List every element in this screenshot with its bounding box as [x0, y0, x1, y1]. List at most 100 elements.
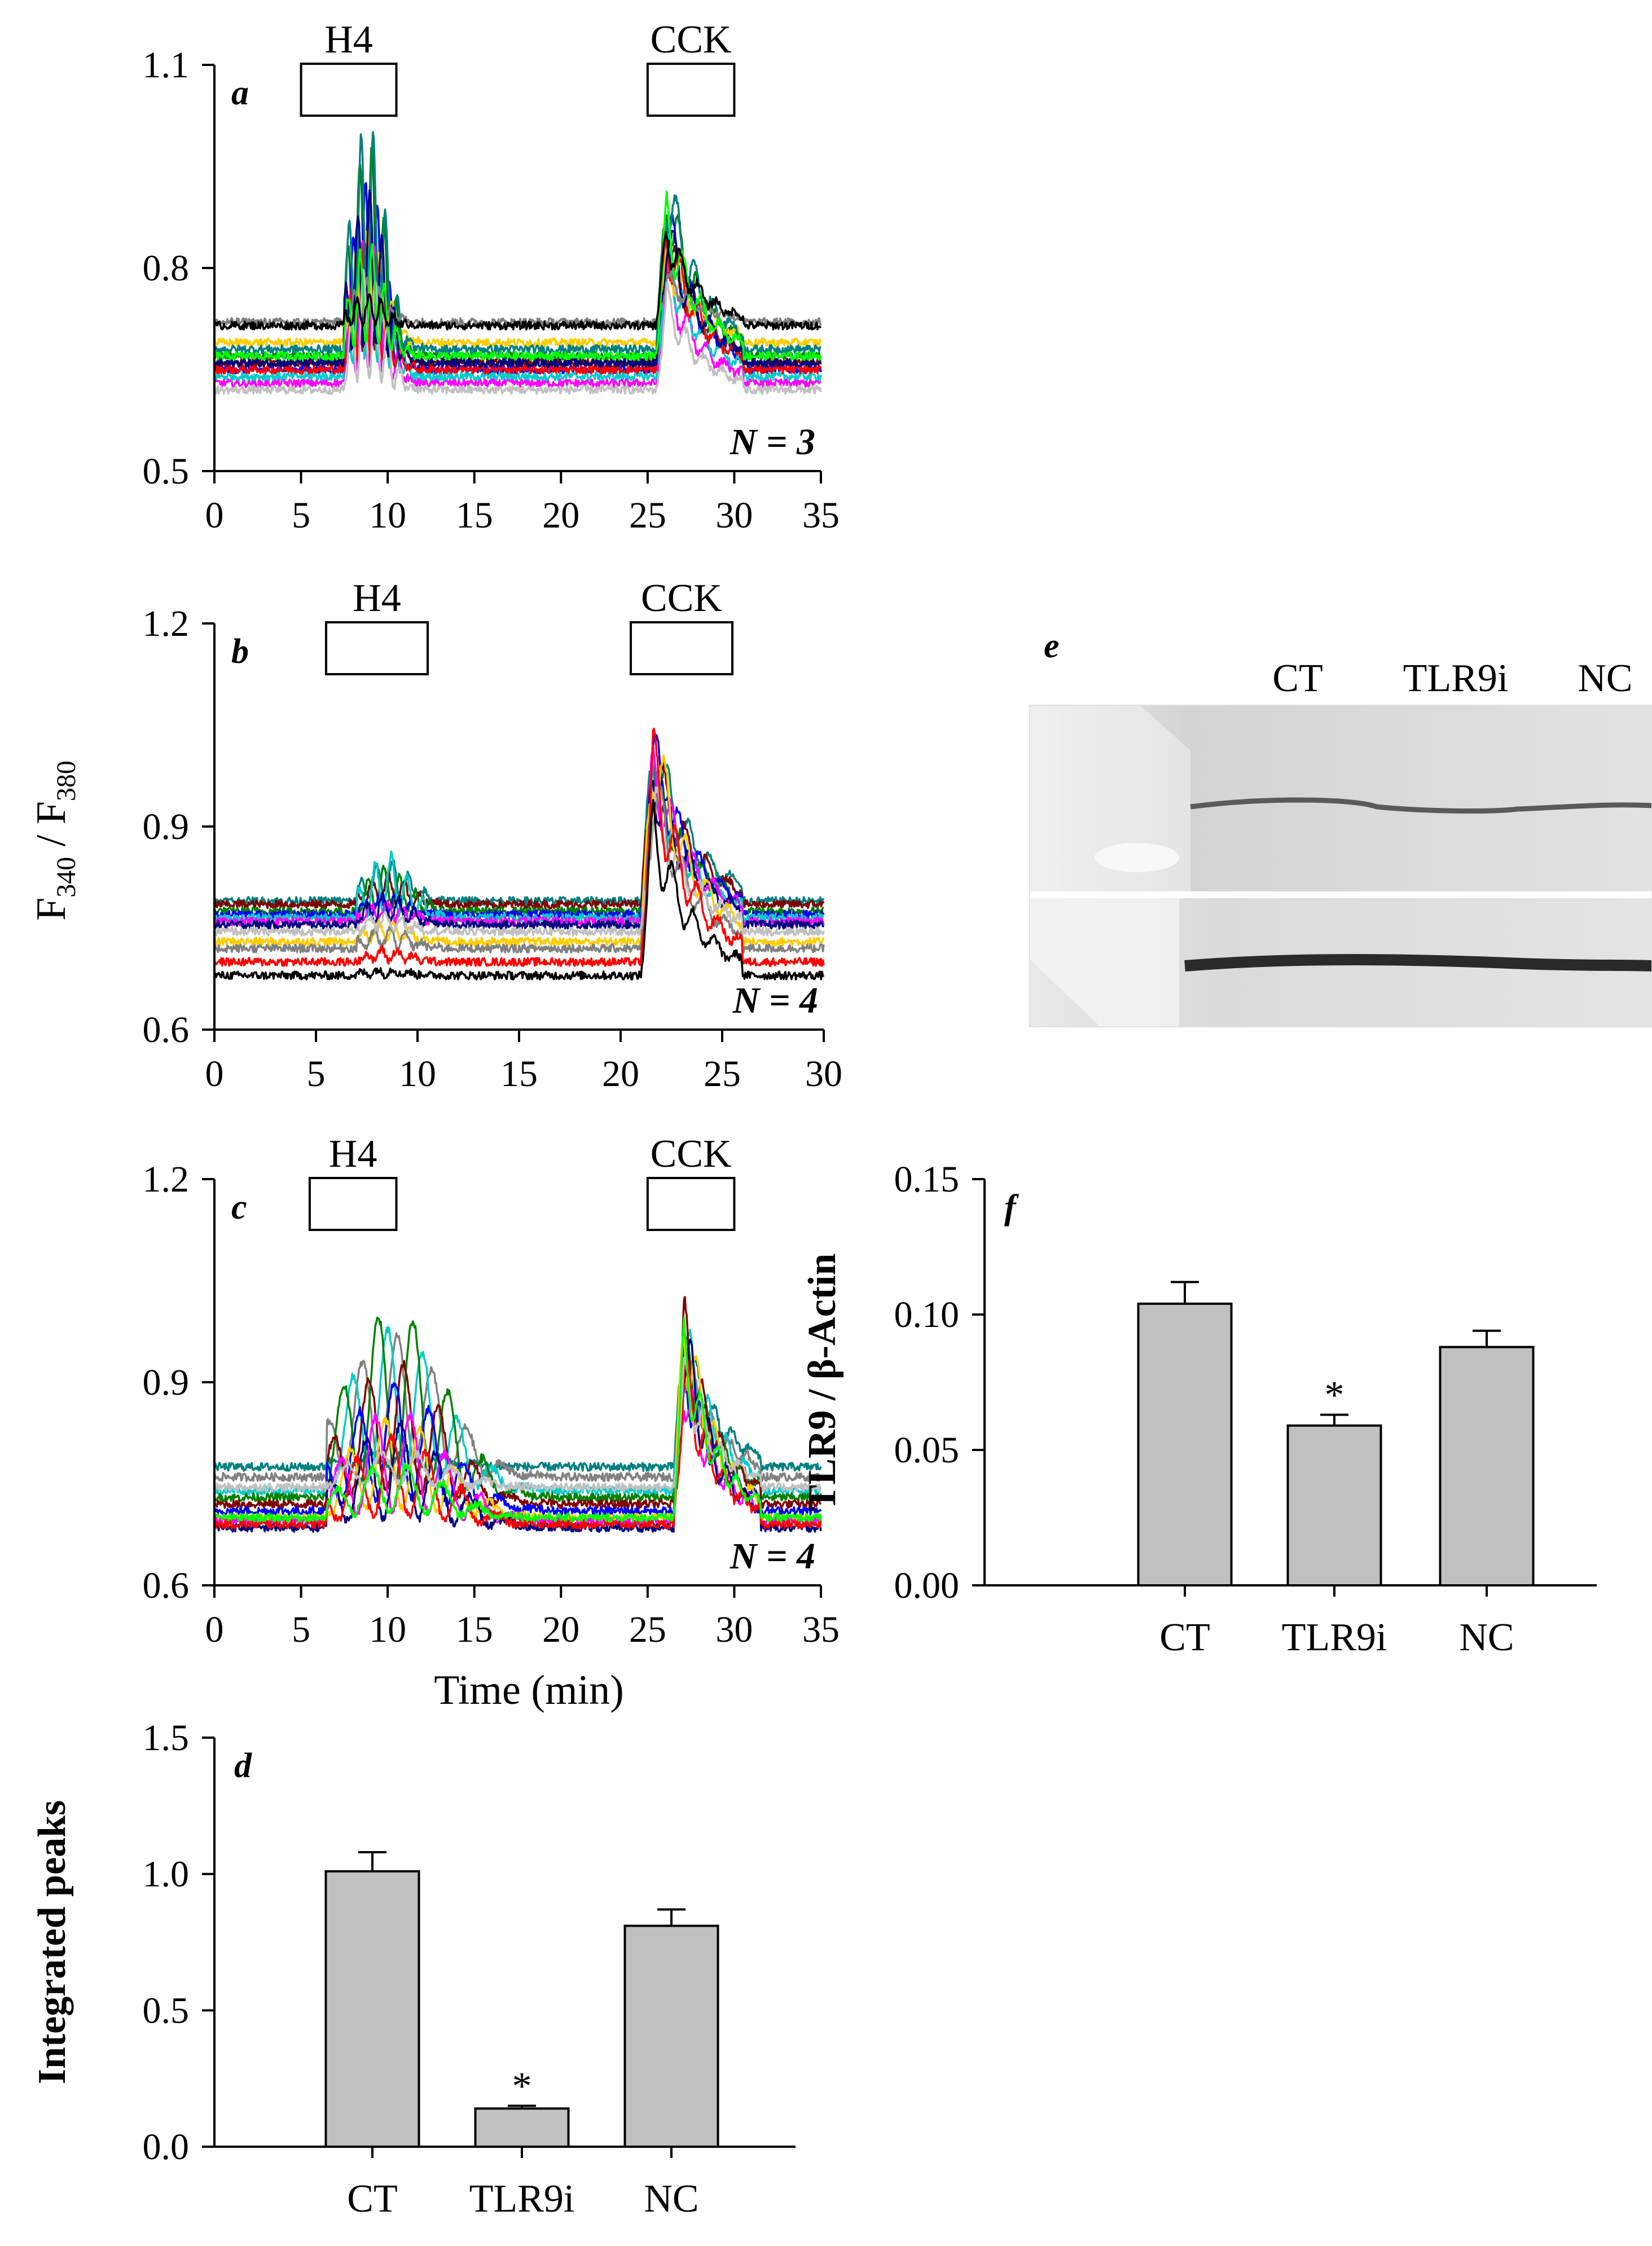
blot-frame: [1029, 705, 1652, 1027]
blot-image: [1029, 705, 1652, 1027]
y-axis-title: Integrated peaks: [30, 1800, 74, 2085]
x-tick-label: 5: [307, 1053, 326, 1095]
y-tick-label: 1.0: [143, 1854, 190, 1895]
stimulus-bar-cck: [646, 63, 736, 117]
y-tick-label: 0.00: [894, 1565, 960, 1606]
y-tick-label: 1.2: [143, 1159, 190, 1200]
stimulus-label-h4: H4: [329, 1132, 377, 1176]
x-tick-label: 10: [369, 1609, 406, 1650]
x-tick-label: 35: [802, 495, 840, 536]
stimulus-bar-cck: [646, 1177, 736, 1231]
panel-a-chart: 0 5 10 15 20 25 30 35 0.5 0.8 1.1 H4 CCK a N = 3: [143, 18, 840, 536]
bar-ct: [1137, 1302, 1233, 1587]
panel-f-chart: CT * TLR9i NC 0.00 0.05 0.10 0.15 f TLR9 / β-Acti…: [801, 1159, 1597, 1659]
x-tick-label: 15: [500, 1053, 538, 1095]
stimulus-bar-h4: [325, 621, 429, 675]
x-tick-label: 5: [292, 495, 310, 536]
trace-line-10: [213, 270, 822, 327]
y-tick-label: 0.9: [143, 1362, 190, 1403]
y-tick-label: 1.5: [143, 1717, 190, 1759]
blot-lane-label-nc: NC: [1578, 657, 1632, 700]
y-tick-label: 0.0: [143, 2126, 190, 2168]
trace-line-10: [213, 786, 825, 937]
stimulus-label-cck: CCK: [651, 1132, 732, 1176]
n-label: N = 4: [730, 1536, 815, 1577]
x-tick-label: 20: [602, 1053, 639, 1095]
blot-lane-label-ct: CT: [1272, 657, 1323, 700]
trace-line-11: [213, 1355, 821, 1492]
trace-line-9: [213, 189, 821, 368]
ylabel-f: F: [28, 898, 74, 921]
stimulus-label-cck: CCK: [641, 577, 722, 620]
stimulus-bar-h4: [300, 63, 398, 117]
y-tick-label: 0.10: [894, 1294, 960, 1335]
panel-label: a: [231, 74, 249, 112]
bar-nc: [623, 1924, 719, 2148]
tlr9-band: [1190, 797, 1652, 814]
blot-bottom-edge: [1030, 898, 1179, 1027]
y-tick-label: 0.05: [894, 1430, 960, 1471]
x-tick-label: 30: [715, 495, 753, 536]
blot-divider: [1030, 891, 1652, 898]
x-tick-label: 20: [542, 1609, 579, 1650]
trace-line-5: [213, 1296, 822, 1509]
x-tick-label: 30: [715, 1609, 753, 1650]
n-label: N = 4: [732, 980, 818, 1021]
category-label-nc: NC: [1459, 1616, 1514, 1659]
panel-c-chart: 0 5 10 15 20 25 30 35 0.6 0.9 1.2 H4 CCK c N = 4 Time (…: [143, 1132, 840, 1713]
significance-marker: *: [512, 2065, 532, 2108]
trace-line-4: [213, 732, 825, 920]
x-tick-label: 25: [629, 495, 666, 536]
x-tick-label: 5: [292, 1609, 310, 1650]
trace-line-11: [213, 727, 825, 967]
x-axis-title: Time (min): [434, 1667, 623, 1713]
category-label-ct: CT: [347, 2177, 397, 2221]
trace-group: [213, 1296, 822, 1533]
trace-line-1: [213, 1356, 822, 1472]
y-tick-label: 0.6: [143, 1009, 190, 1051]
panel-label: f: [1004, 1188, 1019, 1227]
bar-tlr9i: [474, 2107, 570, 2148]
trace-line-11: [213, 269, 822, 395]
trace-line-3: [214, 769, 824, 916]
y-tick-label: 0.8: [143, 248, 190, 289]
trace-line-13: [213, 231, 821, 331]
x-tick-label: 0: [205, 1609, 224, 1650]
y-tick-label: 0.6: [143, 1565, 190, 1606]
y-tick-label: 0.9: [143, 806, 190, 847]
trace-line-12: [213, 190, 822, 361]
ylabel-sub-340: 340: [51, 857, 81, 898]
trace-group: [213, 727, 825, 981]
ylabel-sub-380: 380: [51, 761, 81, 801]
trace-line-12: [214, 799, 825, 981]
panel-label: b: [231, 632, 249, 671]
stimulus-label-h4: H4: [324, 18, 373, 61]
category-label-tlr9i: TLR9i: [469, 2177, 575, 2221]
panel-d-chart: CT * TLR9i NC 0.0 0.5 1.0 1.5 d Integrated peaks: [30, 1717, 796, 2221]
y-tick-label: 0.5: [143, 451, 190, 492]
category-label-nc: NC: [644, 2177, 698, 2221]
x-tick-label: 35: [802, 1609, 840, 1650]
x-tick-label: 20: [542, 495, 579, 536]
bar-ct: [324, 1870, 420, 2148]
x-tick-label: 15: [456, 495, 493, 536]
stimulus-bar-h4: [308, 1177, 398, 1231]
panel-label: d: [234, 1747, 252, 1785]
x-tick-label: 30: [805, 1053, 842, 1095]
trace-line-2: [213, 1332, 822, 1482]
x-tick-label: 10: [399, 1053, 436, 1095]
x-tick-label: 0: [205, 495, 224, 536]
panel-e-label: e: [1044, 627, 1060, 665]
trace-line-2: [213, 762, 825, 909]
x-tick-label: 10: [369, 495, 406, 536]
svg-text:F340 / F380: F340 / F380: [28, 761, 81, 921]
blot-smear: [1095, 843, 1179, 872]
trace-line-8: [213, 754, 825, 947]
significance-marker: *: [1325, 1374, 1345, 1417]
trace-group: [213, 131, 822, 395]
y-tick-label: 0.15: [894, 1159, 960, 1200]
panel-e-blot: e CT TLR9i NC: [1029, 627, 1652, 1027]
trace-line-9: [214, 785, 825, 953]
y-tick-label: 1.2: [143, 603, 190, 644]
